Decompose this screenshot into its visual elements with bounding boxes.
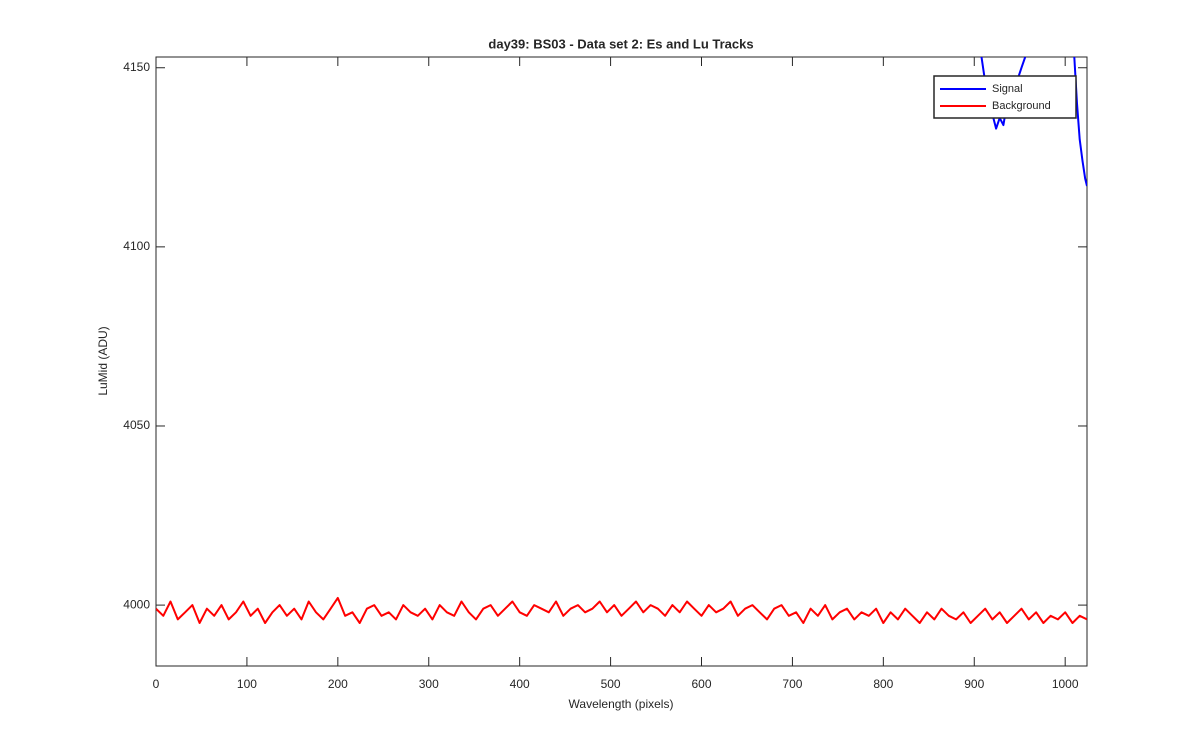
x-tick-label: 700 — [782, 677, 802, 691]
x-tick-label: 800 — [873, 677, 893, 691]
x-tick-label: 900 — [964, 677, 984, 691]
y-tick-label: 4100 — [123, 239, 150, 253]
x-tick-label: 400 — [510, 677, 530, 691]
y-tick-label: 4150 — [123, 60, 150, 74]
legend-label: Background — [992, 100, 1051, 112]
x-tick-label: 600 — [691, 677, 711, 691]
plot-area — [156, 57, 1087, 624]
legend-label: Signal — [992, 83, 1023, 95]
y-axis-label: LuMid (ADU) — [96, 326, 110, 395]
x-tick-label: 1000 — [1052, 677, 1079, 691]
chart-title: day39: BS03 - Data set 2: Es and Lu Trac… — [488, 36, 753, 51]
x-tick-label: 0 — [153, 677, 160, 691]
x-tick-label: 500 — [601, 677, 621, 691]
x-tick-label: 200 — [328, 677, 348, 691]
axes-box — [155, 56, 1088, 667]
y-tick-label: 4050 — [123, 418, 150, 432]
x-tick-label: 300 — [419, 677, 439, 691]
y-tick-label: 4000 — [123, 597, 150, 611]
x-axis-label: Wavelength (pixels) — [569, 697, 674, 711]
legend-box — [933, 75, 1077, 119]
x-tick-label: 100 — [237, 677, 257, 691]
series-line — [156, 596, 1087, 624]
